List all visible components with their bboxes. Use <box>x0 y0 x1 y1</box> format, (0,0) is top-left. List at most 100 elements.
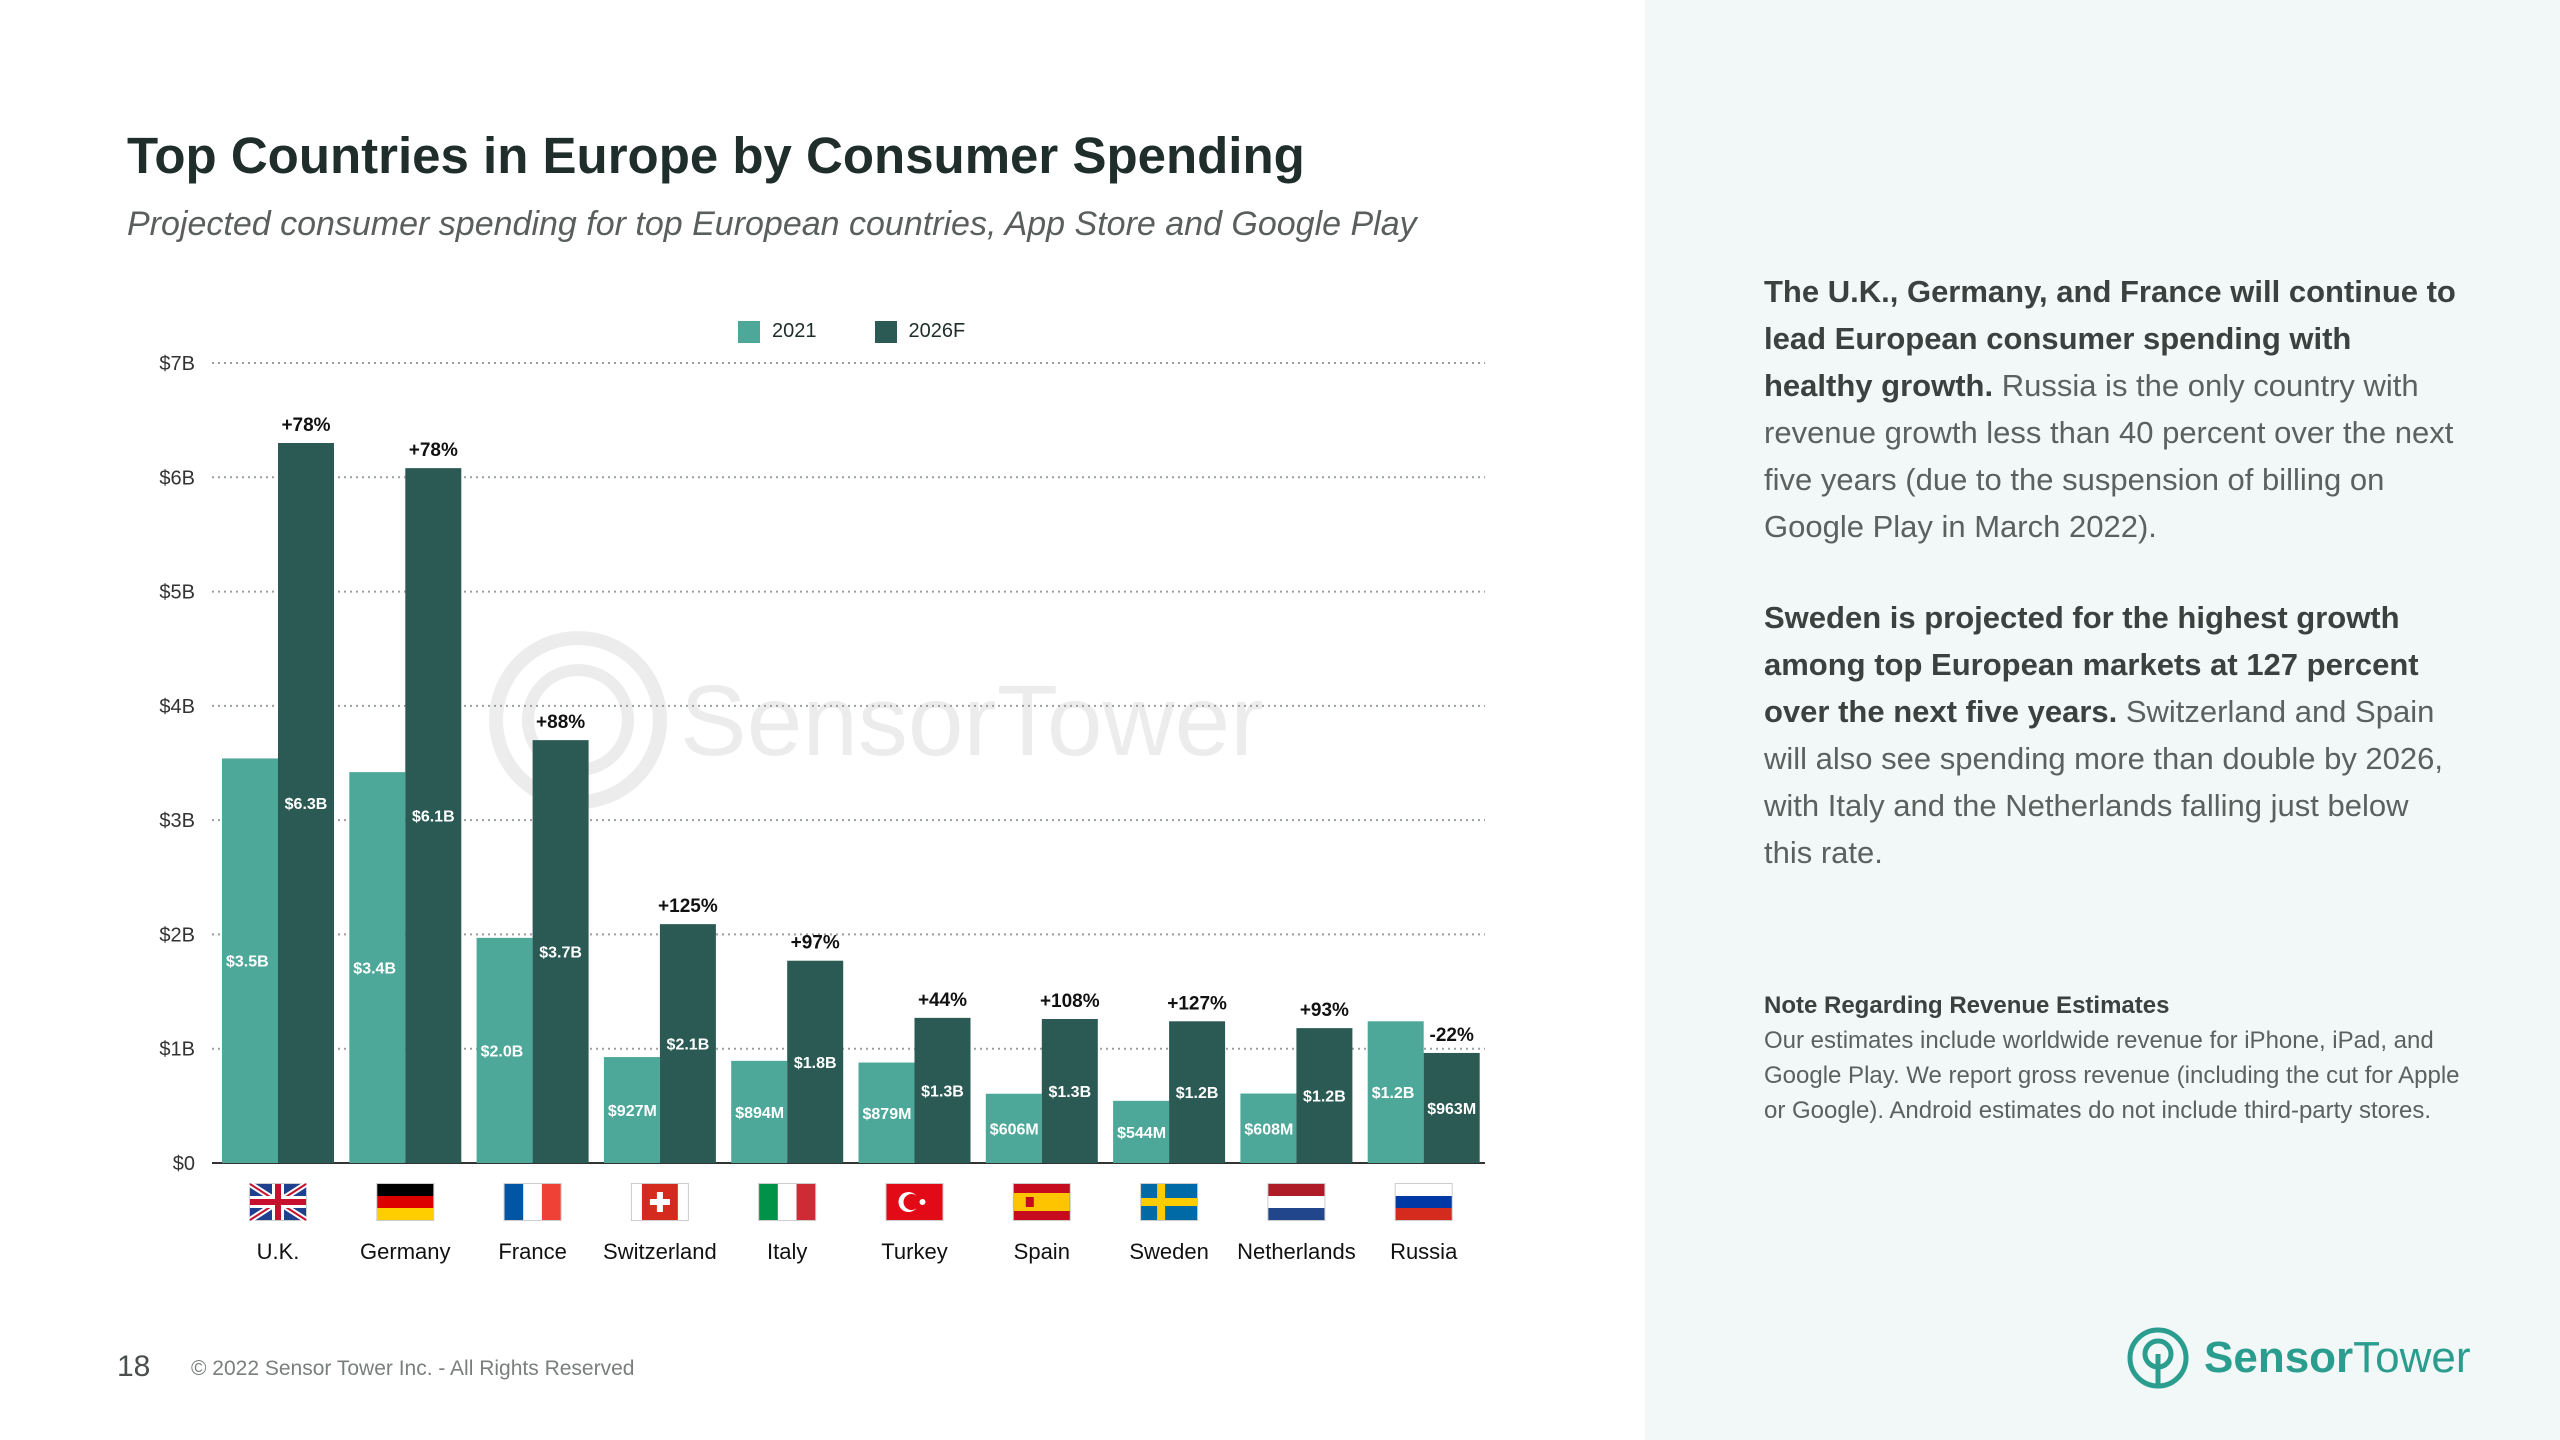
bar-label-2021: $544M <box>1117 1125 1166 1142</box>
uk-flag-icon <box>248 1181 308 1223</box>
flag-part <box>1268 1196 1325 1208</box>
bar-2026f <box>787 960 844 1163</box>
bar-label-2021: $606M <box>990 1121 1039 1138</box>
x-category-label: Germany <box>360 1239 450 1264</box>
y-axis: $0 $1B $2B $3B $4B $5B $6B $7B <box>159 353 195 1175</box>
page-subtitle: Projected consumer spending for top Euro… <box>127 205 1417 243</box>
insight-2-text: Switzerland and Spain will also see spen… <box>1764 694 2444 870</box>
bar-label-2026f: $2.1B <box>667 1037 710 1054</box>
growth-label: +88% <box>536 712 585 733</box>
flag-part <box>1013 1193 1070 1211</box>
bar-label-2026f: $6.1B <box>412 809 455 826</box>
x-axis: U.K. Germany France Switzerland Italy Turkey S… <box>257 1239 1458 1264</box>
flag-part <box>523 1184 542 1220</box>
bar-2026f <box>278 443 334 1163</box>
spain-flag-icon <box>1012 1183 1071 1221</box>
flag-part <box>1268 1184 1325 1196</box>
page-number: 18 <box>117 1350 151 1383</box>
bar-label-2021: $3.4B <box>353 961 396 978</box>
bars <box>222 443 1480 1164</box>
bar-2026f <box>532 740 589 1163</box>
bar-2021 <box>349 772 406 1163</box>
growth-label: +97% <box>791 933 840 954</box>
switzerland-flag-icon <box>630 1183 689 1221</box>
legend-item-2021: 2021 <box>738 320 817 343</box>
legend-label-2021: 2021 <box>772 320 817 342</box>
flag-part <box>1141 1198 1198 1206</box>
bar-label-2026f: $1.3B <box>921 1083 964 1100</box>
flags <box>248 1181 1453 1223</box>
flag-part <box>777 1184 797 1220</box>
page-title: Top Countries in Europe by Consumer Spen… <box>127 127 1305 184</box>
growth-label: +78% <box>281 415 330 436</box>
y-tick-label: $0 <box>173 1153 195 1175</box>
note-text: Our estimates include worldwide revenue … <box>1764 1027 2460 1124</box>
bar-chart: SensorTower $0 $1B $2B $3B $4B $5B $6B $7B $3.5… <box>159 353 1485 1264</box>
x-category-label: Sweden <box>1129 1239 1209 1264</box>
flag-part <box>677 1184 688 1220</box>
flag-part <box>377 1208 434 1220</box>
germany-flag-icon <box>376 1183 435 1221</box>
x-category-label: France <box>498 1239 566 1264</box>
sweden-flag-icon <box>1140 1183 1199 1221</box>
bar-2021 <box>731 1060 788 1163</box>
flag-part <box>1395 1196 1452 1208</box>
bar-2026f <box>405 468 462 1164</box>
growth-label: +108% <box>1040 991 1100 1012</box>
x-category-label: Switzerland <box>603 1239 717 1264</box>
x-category-label: Netherlands <box>1237 1239 1356 1264</box>
bar-label-2021: $608M <box>1244 1121 1293 1138</box>
bar-2021 <box>1367 1021 1424 1163</box>
bar-label-2021: $927M <box>608 1103 657 1120</box>
growth-label: +127% <box>1167 993 1227 1014</box>
flag-part <box>903 1194 920 1210</box>
bar-2026f <box>914 1017 971 1163</box>
bar-2021 <box>476 937 533 1163</box>
watermark: SensorTower <box>489 631 1264 809</box>
bar-2021 <box>1240 1093 1297 1163</box>
bar-2026f <box>1296 1028 1353 1163</box>
flag-part <box>649 1199 670 1205</box>
revenue-note: Note Regarding Revenue Estimates Our est… <box>1764 988 2464 1128</box>
bar-label-2021: $3.5B <box>226 954 269 971</box>
y-tick-label: $4B <box>159 696 195 718</box>
x-category-label: Russia <box>1390 1239 1458 1264</box>
flag-part <box>377 1196 434 1208</box>
logo-text-regular: Tower <box>2353 1333 2471 1382</box>
bar-2026f <box>1041 1019 1098 1163</box>
flag-part <box>504 1184 524 1220</box>
flag-part <box>1268 1208 1325 1220</box>
insight-paragraph-2: Sweden is projected for the highest grow… <box>1764 594 2464 876</box>
note-heading: Note Regarding Revenue Estimates <box>1764 992 2170 1019</box>
watermark-text: SensorTower <box>680 665 1264 777</box>
growth-label: +93% <box>1300 1000 1349 1021</box>
insight-1-text: Russia is the only country with revenue … <box>1764 368 2454 544</box>
growth-label: +44% <box>918 990 967 1011</box>
growth-label: -22% <box>1430 1025 1474 1046</box>
bar-label-2026f: $3.7B <box>539 945 582 962</box>
x-category-label: Italy <box>767 1239 807 1264</box>
bar-label-2021: $879M <box>863 1106 912 1123</box>
bar-2021 <box>985 1093 1042 1163</box>
flag-part <box>796 1184 816 1220</box>
bar-label-2021: $2.0B <box>481 1043 524 1060</box>
bar-value-labels: $3.5B $6.3B $3.4B $6.1B $2.0B $3.7B $927M $2.1B… <box>226 796 1476 1142</box>
y-tick-label: $5B <box>159 582 195 604</box>
flag-part <box>541 1184 561 1220</box>
legend-swatch-2021 <box>738 320 760 343</box>
bar-label-2026f: $6.3B <box>285 796 328 813</box>
flag-part <box>631 1184 642 1220</box>
bar-label-2026f: $963M <box>1427 1101 1476 1118</box>
logo-text-bold: Sensor <box>2204 1333 2354 1382</box>
y-tick-label: $7B <box>159 353 195 375</box>
copyright-text: © 2022 Sensor Tower Inc. - All Rights Re… <box>191 1357 635 1380</box>
bar-2026f <box>1169 1021 1226 1163</box>
bar-2026f <box>1423 1052 1480 1163</box>
legend-swatch-2026f <box>874 320 897 343</box>
bar-label-2026f: $1.3B <box>1048 1084 1091 1101</box>
flag-part <box>1395 1184 1452 1196</box>
italy-flag-icon <box>758 1183 817 1221</box>
bar-2021 <box>1113 1100 1170 1163</box>
growth-label: +125% <box>658 896 718 917</box>
bar-2021 <box>222 758 278 1163</box>
